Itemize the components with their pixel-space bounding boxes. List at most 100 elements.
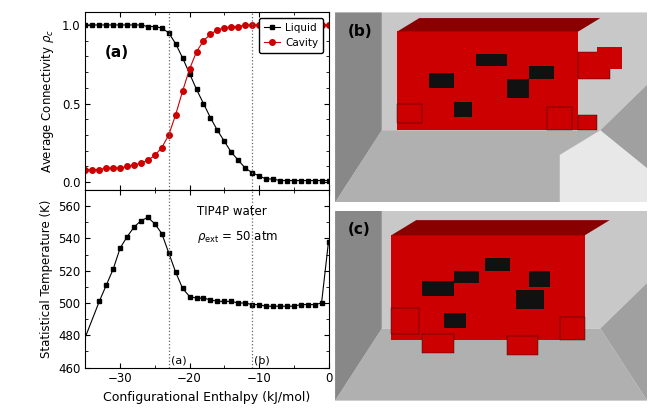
Text: TIP4P water: TIP4P water: [197, 205, 267, 218]
FancyBboxPatch shape: [560, 317, 585, 340]
Cavity: [123, 164, 131, 169]
Liquid: [206, 115, 214, 120]
Cavity: [116, 166, 124, 171]
Cavity: [171, 112, 179, 117]
Legend: Liquid, Cavity: Liquid, Cavity: [259, 18, 323, 53]
FancyBboxPatch shape: [397, 31, 578, 130]
FancyBboxPatch shape: [444, 313, 466, 328]
Liquid: [89, 22, 97, 27]
Polygon shape: [600, 283, 647, 401]
Polygon shape: [391, 220, 610, 235]
Cavity: [255, 22, 263, 27]
Polygon shape: [335, 12, 382, 202]
Cavity: [235, 24, 242, 29]
FancyBboxPatch shape: [507, 336, 538, 355]
Liquid: [130, 22, 138, 27]
Cavity: [130, 162, 138, 167]
Cavity: [220, 26, 228, 31]
FancyBboxPatch shape: [397, 104, 422, 123]
Cavity: [109, 166, 117, 171]
Liquid: [123, 22, 131, 27]
FancyBboxPatch shape: [428, 73, 453, 88]
Liquid: [151, 24, 159, 29]
FancyBboxPatch shape: [507, 79, 528, 98]
Cavity: [297, 22, 305, 27]
Y-axis label: Statistical Temperature (K): Statistical Temperature (K): [39, 199, 53, 358]
Liquid: [290, 178, 298, 183]
Text: (a): (a): [171, 356, 187, 366]
Line: Cavity: Cavity: [83, 22, 331, 172]
Cavity: [144, 158, 152, 163]
Text: (a): (a): [105, 45, 129, 60]
Liquid: [144, 24, 152, 29]
Liquid: [193, 87, 200, 92]
Cavity: [193, 49, 200, 54]
Cavity: [269, 22, 277, 27]
FancyBboxPatch shape: [597, 47, 622, 69]
Liquid: [186, 71, 194, 76]
Polygon shape: [335, 328, 647, 401]
Polygon shape: [335, 211, 382, 401]
FancyBboxPatch shape: [528, 271, 551, 287]
FancyBboxPatch shape: [422, 281, 453, 296]
Cavity: [241, 22, 249, 27]
Liquid: [276, 178, 284, 183]
Polygon shape: [600, 85, 647, 202]
Polygon shape: [397, 18, 600, 31]
Cavity: [304, 22, 311, 27]
FancyBboxPatch shape: [516, 290, 544, 309]
Liquid: [102, 22, 110, 27]
Liquid: [220, 139, 228, 144]
Text: (c): (c): [348, 222, 371, 237]
Text: (b): (b): [348, 24, 372, 39]
Liquid: [297, 178, 305, 183]
FancyBboxPatch shape: [422, 334, 453, 353]
Liquid: [283, 178, 291, 183]
Cavity: [276, 22, 284, 27]
Liquid: [171, 41, 179, 46]
Cavity: [325, 22, 332, 27]
Cavity: [200, 38, 208, 43]
Polygon shape: [560, 130, 647, 202]
Cavity: [89, 167, 97, 172]
Cavity: [317, 22, 325, 27]
Cavity: [151, 153, 159, 158]
Text: $\rho_\mathrm{ext}$ = 50 atm: $\rho_\mathrm{ext}$ = 50 atm: [197, 229, 279, 245]
Cavity: [95, 167, 103, 172]
Liquid: [165, 30, 173, 35]
Liquid: [116, 22, 124, 27]
Liquid: [262, 176, 270, 181]
Liquid: [317, 178, 325, 183]
FancyBboxPatch shape: [578, 52, 610, 79]
Cavity: [102, 166, 110, 171]
Liquid: [241, 166, 249, 171]
Liquid: [304, 178, 311, 183]
Cavity: [248, 22, 256, 27]
Liquid: [255, 173, 263, 178]
Cavity: [186, 66, 194, 71]
Cavity: [137, 161, 145, 166]
Cavity: [227, 24, 235, 29]
Liquid: [227, 150, 235, 155]
FancyBboxPatch shape: [547, 107, 572, 130]
Liquid: [235, 158, 242, 163]
Liquid: [200, 101, 208, 106]
Liquid: [137, 22, 145, 27]
Line: Liquid: Liquid: [83, 23, 331, 183]
Cavity: [165, 133, 173, 138]
Polygon shape: [335, 130, 647, 202]
Liquid: [214, 128, 221, 133]
Y-axis label: Average Connectivity $\rho_c$: Average Connectivity $\rho_c$: [39, 29, 57, 173]
FancyBboxPatch shape: [578, 115, 597, 130]
Cavity: [290, 22, 298, 27]
FancyBboxPatch shape: [485, 258, 510, 271]
Cavity: [179, 88, 187, 93]
Liquid: [158, 26, 166, 31]
Cavity: [311, 22, 319, 27]
Liquid: [109, 22, 117, 27]
Polygon shape: [382, 211, 647, 328]
Liquid: [95, 22, 103, 27]
Liquid: [311, 178, 319, 183]
FancyBboxPatch shape: [476, 54, 507, 66]
FancyBboxPatch shape: [453, 102, 472, 117]
